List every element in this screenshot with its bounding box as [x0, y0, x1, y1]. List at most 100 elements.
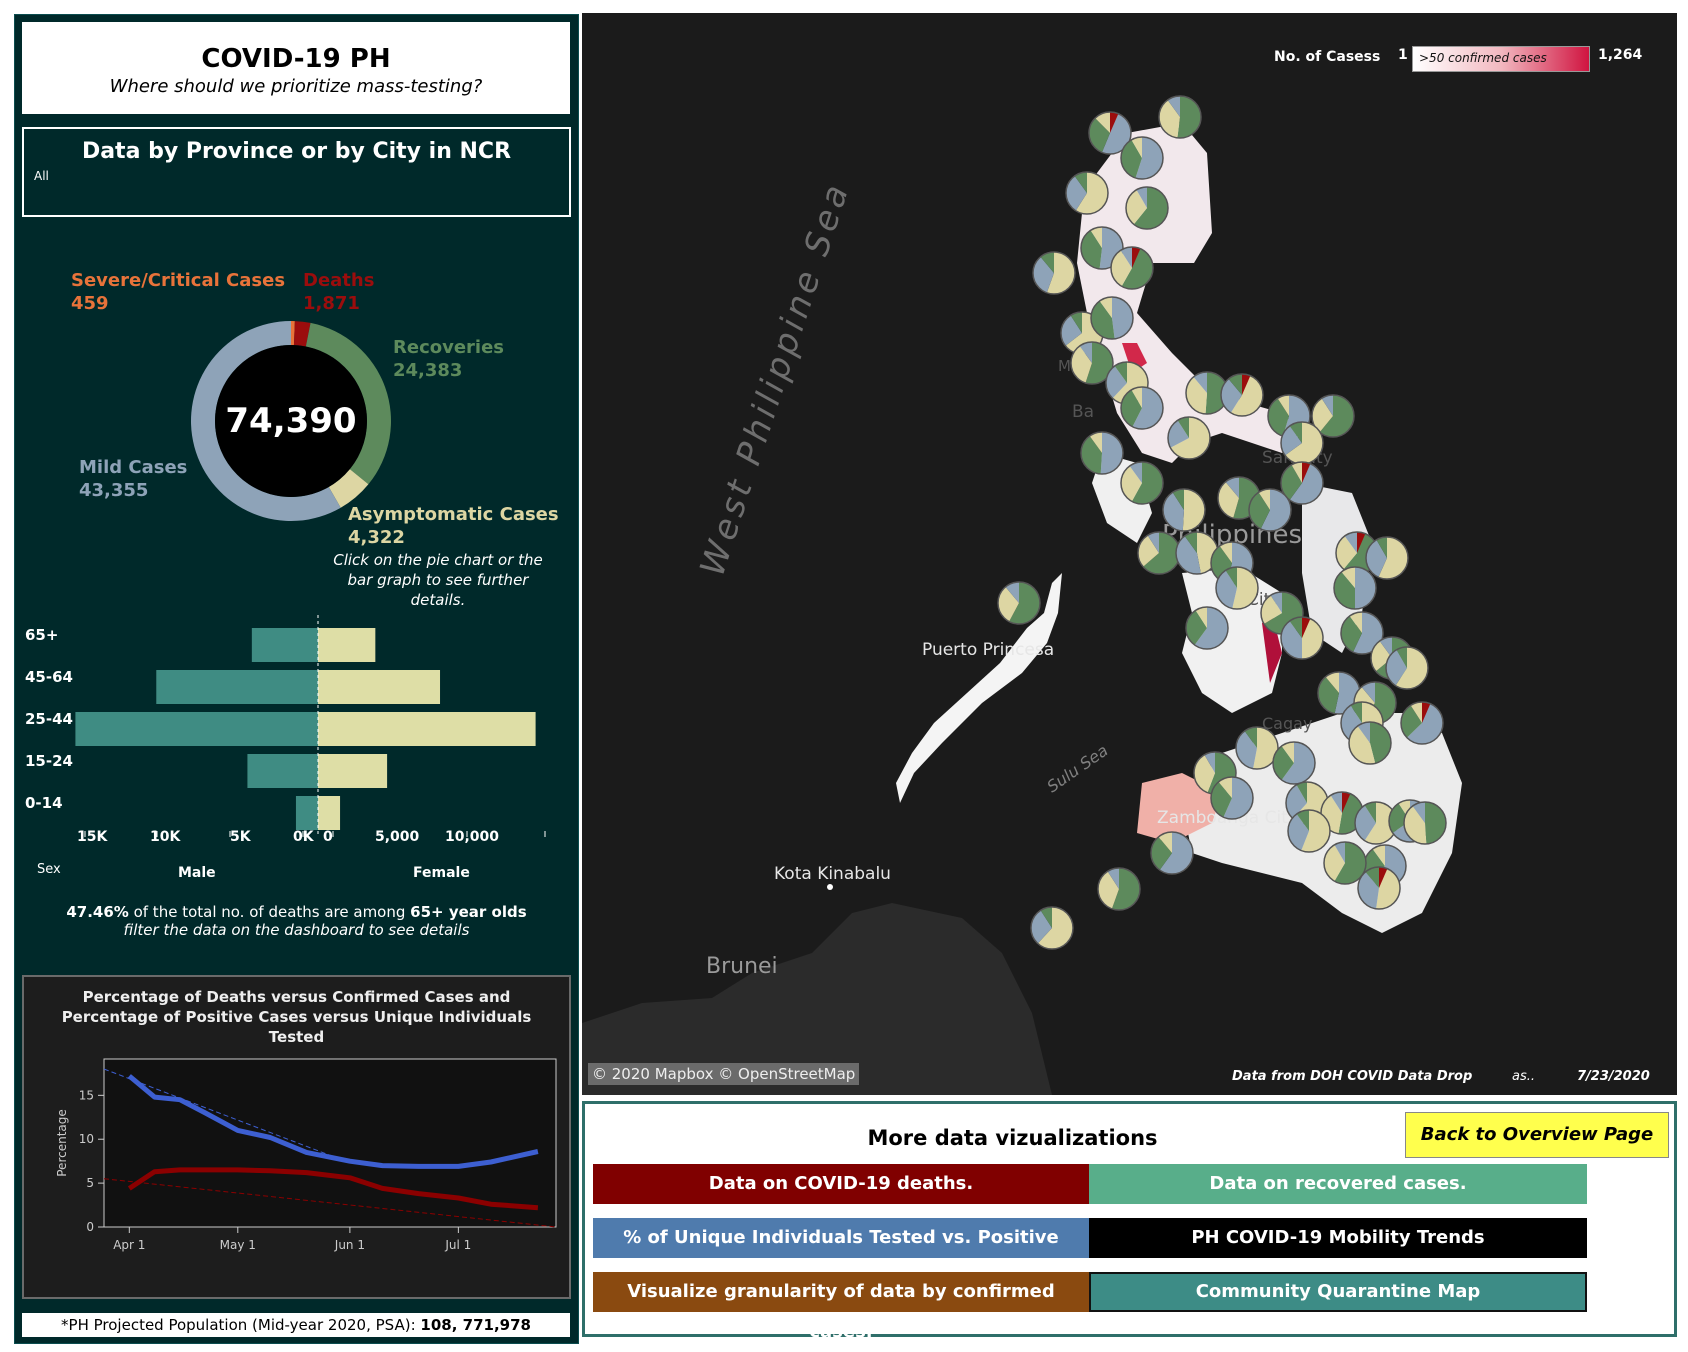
province-pie[interactable]: [1210, 776, 1254, 820]
female-bar[interactable]: [318, 628, 376, 662]
province-pie[interactable]: [1323, 841, 1367, 885]
province-pie[interactable]: [1088, 111, 1132, 155]
percentage-line-chart[interactable]: Percentage of Deaths versus Confirmed Ca…: [22, 975, 571, 1299]
province-pie[interactable]: [1185, 606, 1229, 650]
pie-slice: [1273, 746, 1294, 780]
province-pie[interactable]: [1120, 386, 1164, 430]
province-pie[interactable]: [1080, 431, 1124, 475]
male-bar[interactable]: [156, 670, 318, 704]
mobility-trends-button[interactable]: PH COVID-19 Mobility Trends: [1089, 1218, 1587, 1258]
province-pie[interactable]: [1333, 566, 1377, 610]
death-rate-series-line[interactable]: [127, 1167, 539, 1211]
province-pie[interactable]: [1220, 373, 1264, 417]
philippines-map[interactable]: West Philippine Sea Sulu Sea Puerto Prin…: [582, 13, 1677, 1095]
province-pie[interactable]: [1120, 136, 1164, 180]
province-pie[interactable]: [1150, 831, 1194, 875]
pie-slice: [1378, 537, 1408, 579]
province-pie[interactable]: [1354, 801, 1398, 845]
pie-outline: [1167, 416, 1211, 460]
province-pie[interactable]: [1280, 461, 1324, 505]
province-pie-markers[interactable]: [997, 95, 1447, 950]
province-pie[interactable]: [1348, 721, 1392, 765]
pie-slice: [1176, 536, 1201, 575]
deaths-label-group: Deaths 1,871: [303, 269, 374, 315]
province-pie[interactable]: [1403, 801, 1447, 845]
pie-slice: [1289, 617, 1302, 638]
pie-slice: [1357, 531, 1366, 553]
map-attribution[interactable]: © 2020 Mapbox © OpenStreetMap: [588, 1063, 860, 1085]
province-pie[interactable]: [1158, 95, 1202, 139]
female-bar[interactable]: [318, 754, 388, 788]
pie-slice: [1268, 398, 1289, 437]
province-pie[interactable]: [1097, 867, 1141, 911]
province-pie[interactable]: [1070, 341, 1114, 385]
granularity-button[interactable]: Visualize granularity of data by confirm…: [593, 1272, 1089, 1342]
male-bar[interactable]: [247, 754, 318, 788]
province-filter[interactable]: Data by Province or by City in NCR All: [22, 127, 571, 217]
province-pie[interactable]: [1137, 531, 1181, 575]
province-pie[interactable]: [1400, 701, 1444, 745]
male-bar[interactable]: [295, 796, 318, 830]
trend-line: [103, 1068, 351, 1164]
province-pie[interactable]: [1280, 421, 1324, 465]
pie-slice: [1211, 781, 1232, 818]
total-cases: 74,390: [225, 401, 357, 441]
pie-slice: [1177, 417, 1189, 438]
donut-slice-mild[interactable]: [191, 321, 341, 521]
pie-slice: [1172, 489, 1184, 510]
positivity-series-line[interactable]: [127, 1074, 539, 1169]
female-tick: 10,000: [445, 829, 500, 845]
filter-value[interactable]: All: [34, 169, 49, 183]
province-pie[interactable]: [1065, 171, 1109, 215]
pie-slice: [1296, 810, 1309, 831]
donut-slice-recoveries[interactable]: [305, 322, 391, 485]
province-pie[interactable]: [997, 581, 1041, 625]
pie-slice: [1129, 462, 1142, 483]
pie-outline: [1357, 866, 1401, 910]
recovered-data-button[interactable]: Data on recovered cases.: [1089, 1164, 1587, 1204]
province-pie[interactable]: [1167, 416, 1211, 460]
donut-slice-asymptomatic[interactable]: [328, 469, 369, 508]
map-panel[interactable]: West Philippine Sea Sulu Sea Puerto Prin…: [582, 13, 1677, 1095]
province-pie[interactable]: [1032, 251, 1076, 295]
pie-outline: [1272, 741, 1316, 785]
province-pie[interactable]: [1215, 566, 1259, 610]
province-pie[interactable]: [1357, 866, 1401, 910]
deaths-data-button[interactable]: Data on COVID-19 deaths.: [593, 1164, 1089, 1204]
donut-slice-deaths[interactable]: [293, 321, 311, 347]
province-pie[interactable]: [1217, 476, 1261, 520]
province-pie[interactable]: [1272, 741, 1316, 785]
pie-slice: [1168, 420, 1189, 448]
province-pie[interactable]: [1110, 246, 1154, 290]
province-pie[interactable]: [1248, 488, 1292, 532]
case-status-donut[interactable]: [185, 315, 397, 527]
province-pie[interactable]: [1030, 906, 1074, 950]
province-pie[interactable]: [1162, 488, 1206, 532]
back-to-overview-button[interactable]: Back to Overview Page: [1405, 1112, 1669, 1158]
female-bar[interactable]: [318, 712, 536, 746]
province-pie[interactable]: [1125, 186, 1169, 230]
tested-vs-positive-button[interactable]: % of Unique Individuals Tested vs. Posit…: [593, 1218, 1089, 1288]
province-pie[interactable]: [1090, 296, 1134, 340]
pie-slice: [1289, 422, 1302, 443]
female-bar[interactable]: [318, 796, 341, 830]
line-chart-plot[interactable]: 15 10 5 0 Percentage Apr 1 May 1 Jun 1 Jul 1: [24, 977, 569, 1293]
legend-gradient: >50 confirmed cases: [1412, 46, 1590, 72]
pie-slice: [1075, 172, 1108, 214]
province-pie[interactable]: [1340, 611, 1384, 655]
donut-slice-severe[interactable]: [291, 321, 295, 346]
province-pie[interactable]: [1365, 536, 1409, 580]
province-pie[interactable]: [1311, 394, 1355, 438]
province-pie[interactable]: [1235, 726, 1279, 770]
province-pie[interactable]: [1280, 616, 1324, 660]
male-bar[interactable]: [75, 712, 319, 746]
province-pie[interactable]: [1287, 809, 1331, 853]
pie-slice: [1218, 481, 1239, 519]
province-pie[interactable]: [1120, 461, 1164, 505]
male-bar[interactable]: [251, 628, 318, 662]
province-pie[interactable]: [1385, 646, 1429, 690]
mild-value: 43,355: [79, 480, 149, 501]
age-sex-bar-chart[interactable]: [15, 615, 578, 845]
female-bar[interactable]: [318, 670, 441, 704]
quarantine-map-button[interactable]: Community Quarantine Map: [1089, 1272, 1587, 1312]
